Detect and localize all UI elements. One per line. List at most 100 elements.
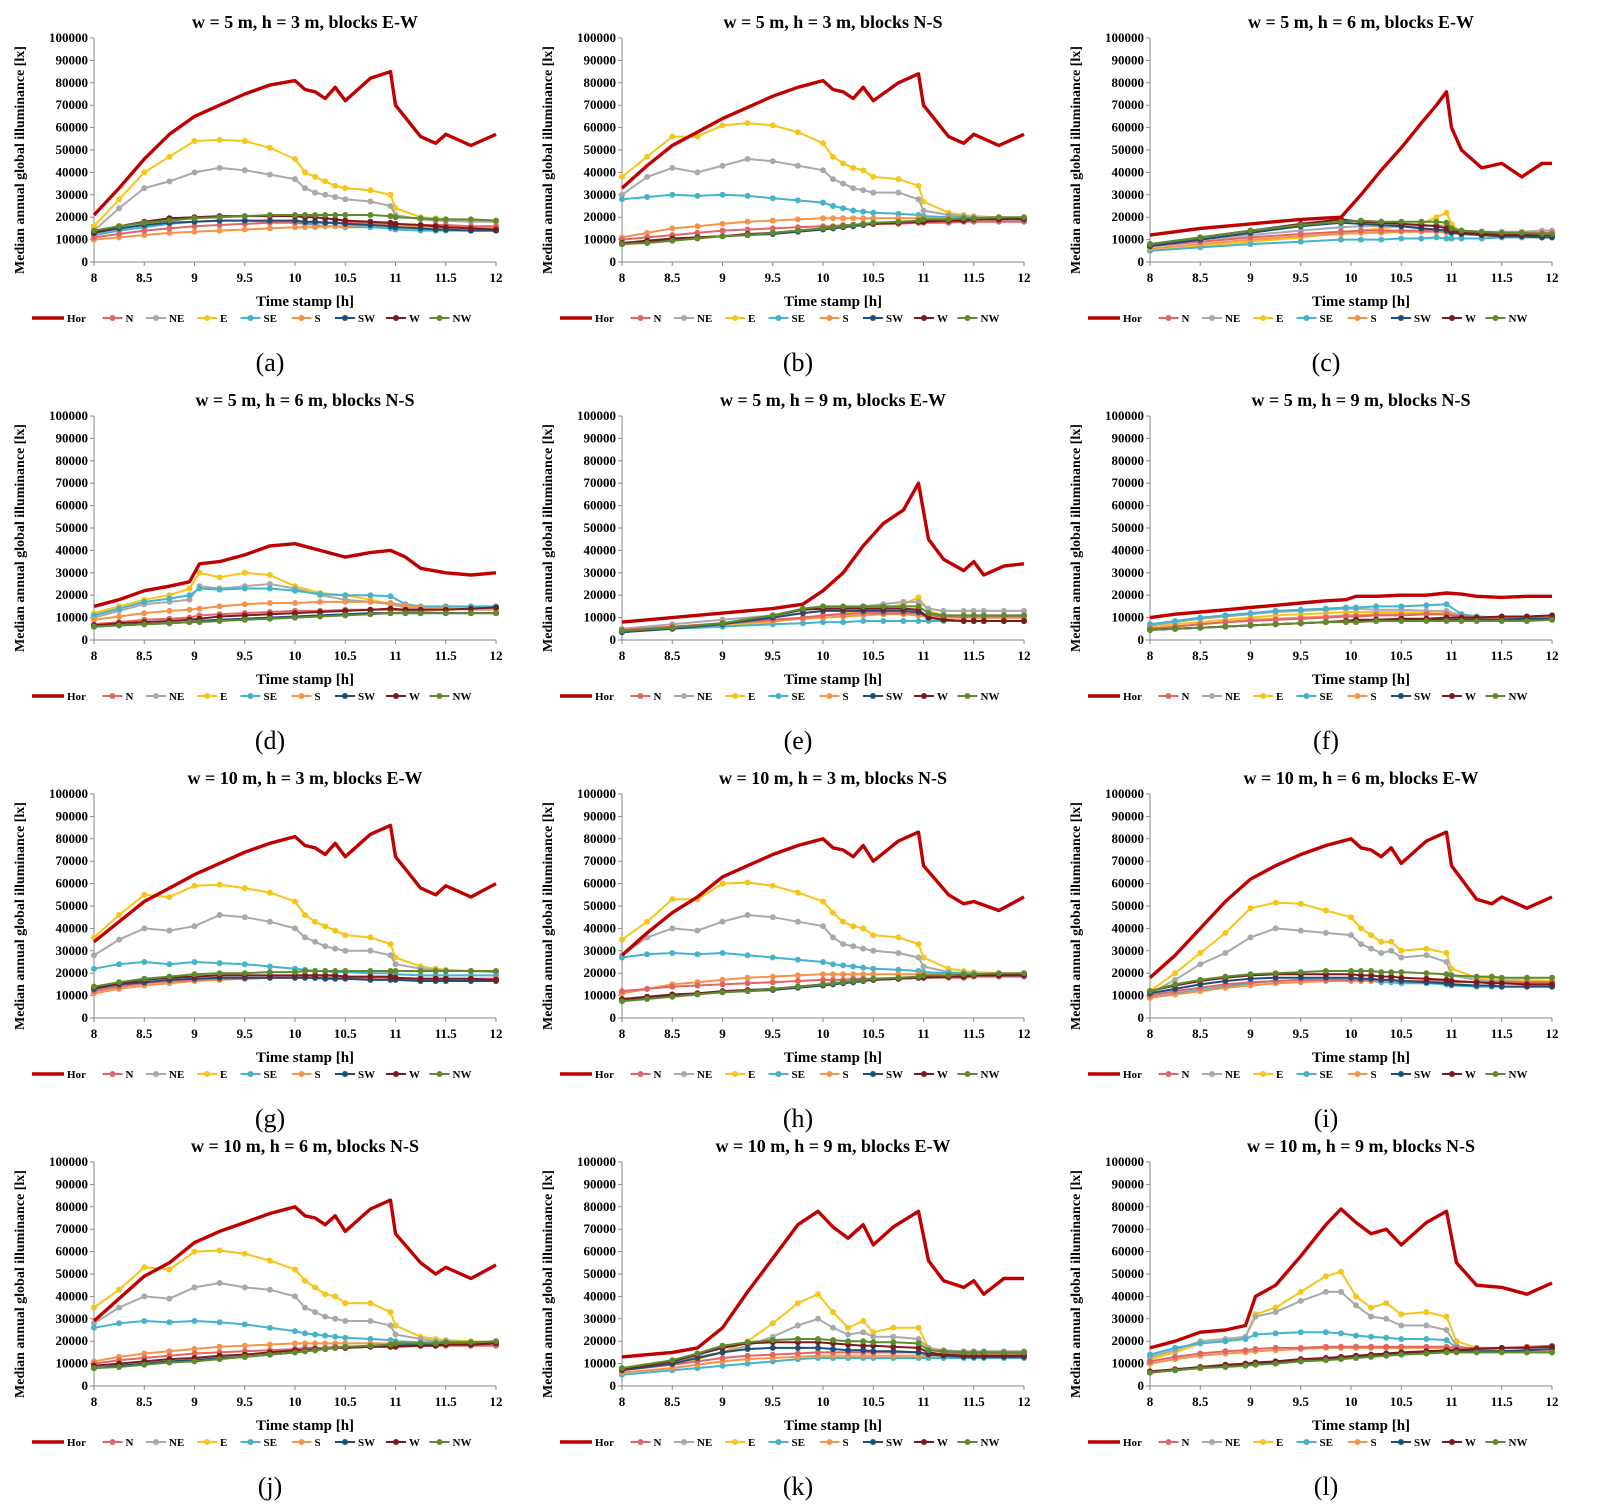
x-tick-label: 11.5 xyxy=(435,1026,458,1041)
data-point xyxy=(644,229,651,236)
y-tick-label: 60000 xyxy=(584,876,617,891)
data-point xyxy=(302,972,308,979)
data-point xyxy=(694,192,701,199)
legend-label-e: E xyxy=(748,1437,755,1449)
data-point xyxy=(387,191,394,198)
legend-label-ne: NE xyxy=(1225,1069,1240,1081)
data-point xyxy=(915,1336,922,1342)
y-tick-label: 90000 xyxy=(584,52,617,67)
y-tick-label: 20000 xyxy=(584,587,617,602)
y-tick-label: 80000 xyxy=(56,453,89,468)
legend-marker xyxy=(681,315,687,321)
data-point xyxy=(402,602,409,609)
series-markers-nw xyxy=(91,1338,499,1372)
data-point xyxy=(1297,1297,1304,1304)
legend-marker xyxy=(1354,315,1361,321)
data-point xyxy=(317,598,324,605)
data-point xyxy=(1423,618,1430,624)
data-point xyxy=(1358,227,1364,234)
legend-label-hor: Hor xyxy=(595,313,614,325)
data-point xyxy=(216,227,223,234)
data-point xyxy=(1368,972,1375,979)
data-point xyxy=(312,938,319,945)
chart-title: w = 10 m, h = 6 m, blocks E-W xyxy=(1243,768,1478,788)
y-tick-label: 30000 xyxy=(56,943,89,958)
data-point xyxy=(1147,1369,1153,1376)
legend-marker xyxy=(393,1071,399,1077)
data-point xyxy=(644,194,651,200)
data-point xyxy=(1272,970,1279,977)
y-tick-label: 70000 xyxy=(584,1221,617,1236)
series-markers-nw xyxy=(91,968,499,990)
data-point xyxy=(467,225,474,232)
data-point xyxy=(1147,988,1153,995)
data-point xyxy=(920,207,927,214)
data-point xyxy=(1338,228,1344,235)
data-point xyxy=(216,613,223,620)
data-point xyxy=(940,607,947,614)
data-point xyxy=(387,952,394,959)
data-point xyxy=(769,914,776,921)
data-point xyxy=(312,1284,319,1291)
data-point xyxy=(1398,1336,1405,1342)
data-point xyxy=(292,1293,298,1300)
data-point xyxy=(1247,227,1254,234)
data-point xyxy=(392,220,399,227)
data-point xyxy=(1358,968,1364,974)
legend-marker xyxy=(204,1439,210,1445)
data-point xyxy=(1222,1348,1229,1355)
chart-panel: w = 5 m, h = 3 m, blocks E-W 0 10000 20000 3… xyxy=(6,6,534,384)
legend-label-w: W xyxy=(409,313,420,325)
y-tick-label: 90000 xyxy=(56,808,89,823)
data-point xyxy=(241,970,248,977)
data-point xyxy=(1272,1360,1279,1367)
legend-marker xyxy=(1492,1071,1499,1077)
legend-label-w: W xyxy=(1465,1069,1476,1081)
data-point xyxy=(216,164,223,171)
series-line-hor xyxy=(92,69,497,217)
data-point xyxy=(312,972,319,979)
x-tick-label: 11.5 xyxy=(963,1026,986,1041)
y-tick-label: 0 xyxy=(1138,1378,1145,1393)
data-point xyxy=(332,1344,339,1351)
data-point xyxy=(895,950,902,956)
y-axis-label: Median annual global illuminance [lx] xyxy=(541,1170,556,1398)
data-point xyxy=(1172,1353,1179,1360)
data-point xyxy=(820,167,826,174)
y-tick-label: 100000 xyxy=(577,408,616,423)
legend-marker xyxy=(393,315,399,321)
data-point xyxy=(1378,227,1385,234)
legend-marker xyxy=(436,693,443,699)
legend-marker xyxy=(247,315,254,321)
series-line-s xyxy=(93,224,497,241)
data-point xyxy=(870,1333,877,1340)
legend-marker xyxy=(826,1071,833,1077)
data-point xyxy=(1443,618,1450,624)
data-point xyxy=(830,1337,836,1344)
data-point xyxy=(1297,615,1304,622)
y-tick-label: 60000 xyxy=(1112,120,1145,135)
legend-marker xyxy=(1354,693,1361,699)
y-tick-label: 70000 xyxy=(56,475,89,490)
data-point xyxy=(925,614,932,621)
y-tick-label: 60000 xyxy=(56,1244,89,1259)
data-point xyxy=(694,1350,701,1357)
legend-marker xyxy=(732,1439,738,1445)
data-point xyxy=(820,140,826,147)
legend-label-sw: SW xyxy=(358,1069,375,1081)
chart-panel: w = 10 m, h = 6 m, blocks N-S 0 10000 20000… xyxy=(6,1130,534,1508)
data-point xyxy=(840,180,847,187)
chart-panel: w = 10 m, h = 6 m, blocks E-W 0 10000 20000… xyxy=(1062,762,1590,1140)
data-point xyxy=(191,1346,198,1352)
legend-label-w: W xyxy=(1465,691,1476,703)
legend-marker xyxy=(1209,693,1215,699)
x-tick-label: 10 xyxy=(289,1394,302,1409)
data-point xyxy=(141,1350,148,1357)
legend-label-sw: SW xyxy=(1414,1437,1431,1449)
panel-caption: (e) xyxy=(783,726,813,755)
data-point xyxy=(302,1330,308,1337)
data-point xyxy=(116,613,123,620)
data-point xyxy=(830,934,836,941)
data-point xyxy=(719,880,726,887)
data-point xyxy=(1423,1322,1430,1329)
